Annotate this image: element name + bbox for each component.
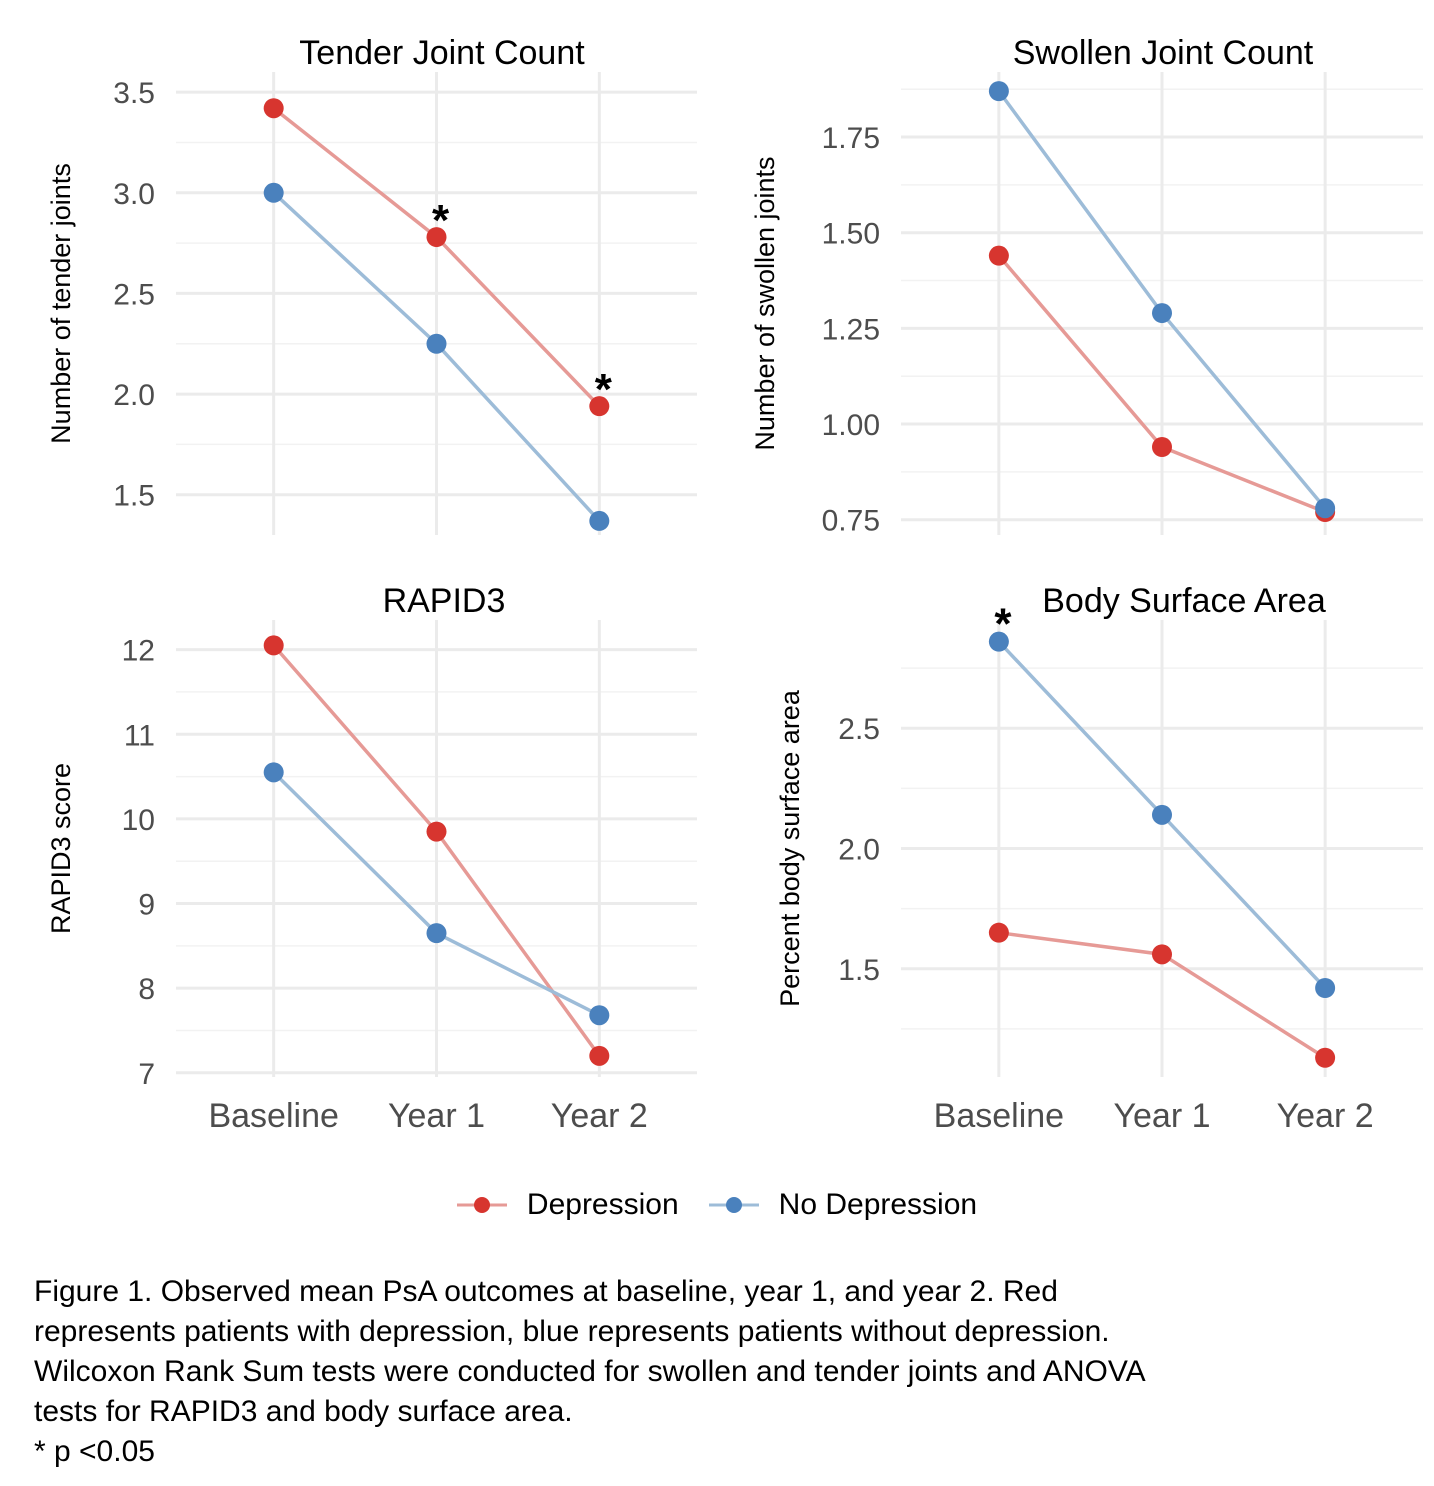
- y-tick-label: 1.00: [822, 409, 880, 442]
- y-tick-label: 1.25: [822, 313, 880, 346]
- data-point-no-depression: [589, 510, 610, 531]
- y-tick-label: 1.5: [838, 954, 880, 987]
- data-point-no-depression: [589, 1005, 610, 1026]
- caption-line: * p <0.05: [34, 1435, 155, 1468]
- data-point-no-depression: [988, 81, 1009, 102]
- data-point-no-depression: [1315, 498, 1336, 519]
- y-axis-label: Number of tender joints: [46, 163, 76, 444]
- panel-tender-joint-count: 1.5 2.0 2.5 3.0 3.5 Tender Joint Count Number …: [46, 34, 697, 535]
- x-tick-label: Baseline: [208, 1097, 338, 1135]
- legend-key-depression-icon: [456, 1197, 507, 1213]
- y-tick-label: 2.0: [838, 834, 880, 867]
- panel-rapid3: 7 8 9 10 11 12 Baseline Year 1 Year 2 RAPID3 RAPID…: [46, 582, 697, 1135]
- y-tick-label: 8: [138, 973, 155, 1006]
- significance-star: *: [432, 196, 450, 245]
- legend: Depression No Depression: [0, 1180, 1434, 1230]
- y-tick-label: 3.5: [113, 77, 155, 110]
- data-point-depression: [426, 821, 447, 842]
- y-tick-label: 0.75: [822, 505, 880, 538]
- y-tick-label: 2.0: [113, 379, 155, 412]
- y-tick-label: 9: [138, 889, 155, 922]
- data-point-no-depression: [263, 182, 284, 203]
- y-tick-label: 1.5: [113, 480, 155, 513]
- data-point-depression: [988, 922, 1009, 943]
- data-point-no-depression: [263, 762, 284, 783]
- data-point-no-depression: [426, 333, 447, 354]
- y-tick-label: 3.0: [113, 178, 155, 211]
- data-point-no-depression: [426, 923, 447, 944]
- caption-line: tests for RAPID3 and body surface area.: [34, 1395, 573, 1428]
- y-tick-label: 1.50: [822, 218, 880, 251]
- legend-key-no-depression-icon: [708, 1197, 759, 1213]
- caption-line: Wilcoxon Rank Sum tests were conducted f…: [34, 1355, 1146, 1388]
- significance-star: *: [994, 599, 1012, 648]
- data-point-depression: [1152, 944, 1172, 965]
- data-point-depression: [426, 227, 447, 248]
- data-point-no-depression: [1152, 303, 1172, 324]
- significance-star: *: [595, 365, 613, 414]
- legend-item-depression: Depression: [456, 1188, 679, 1222]
- panel-title: Swollen Joint Count: [1013, 34, 1314, 72]
- legend-item-no-depression: No Depression: [708, 1188, 978, 1222]
- data-point-depression: [263, 635, 284, 656]
- data-point-no-depression: [1152, 804, 1172, 825]
- data-point-depression: [589, 1045, 610, 1066]
- data-point-depression: [589, 396, 610, 417]
- y-tick-label: 2.5: [113, 278, 155, 311]
- data-point-no-depression: [1315, 978, 1336, 999]
- y-axis-label: Number of swollen joints: [750, 156, 780, 450]
- y-tick-label: 12: [122, 635, 155, 668]
- panel-title: Body Surface Area: [1042, 582, 1326, 620]
- figure-panels: 1.5 2.0 2.5 3.0 3.5 Tender Joint Count Number …: [46, 34, 1423, 1135]
- y-tick-label: 7: [138, 1058, 155, 1091]
- y-tick-label: 10: [122, 804, 155, 837]
- y-tick-label: 2.5: [838, 713, 880, 746]
- x-tick-label: Year 2: [551, 1097, 648, 1135]
- x-tick-label: Year 2: [1277, 1097, 1374, 1135]
- x-tick-label: Year 1: [388, 1097, 485, 1135]
- y-axis-label: Percent body surface area: [775, 689, 805, 1007]
- figure-caption: Figure 1. Observed mean PsA outcomes at …: [34, 1272, 1404, 1472]
- panel-swollen-joint-count: 0.75 1.00 1.25 1.50 1.75 Swollen Joint Count N…: [750, 34, 1423, 538]
- legend-label-no-depression: No Depression: [778, 1188, 978, 1221]
- x-tick-label: Baseline: [934, 1097, 1064, 1135]
- data-point-no-depression: [988, 631, 1009, 652]
- y-tick-label: 11: [124, 719, 155, 752]
- data-point-depression: [263, 98, 284, 119]
- panel-title: Tender Joint Count: [299, 34, 585, 72]
- data-point-depression: [1152, 436, 1172, 457]
- data-point-depression: [1315, 1047, 1336, 1068]
- panel-body-surface-area: 1.5 2.0 2.5 Baseline Year 1 Year 2 Body Surfac…: [775, 582, 1423, 1135]
- panel-title: RAPID3: [383, 582, 506, 620]
- caption-line: Figure 1. Observed mean PsA outcomes at …: [34, 1275, 1058, 1308]
- y-tick-label: 1.75: [822, 122, 880, 155]
- caption-line: represents patients with depression, blu…: [34, 1315, 1110, 1348]
- data-point-depression: [988, 245, 1009, 266]
- x-tick-label: Year 1: [1113, 1097, 1210, 1135]
- y-axis-label: RAPID3 score: [46, 763, 76, 934]
- legend-label-depression: Depression: [526, 1188, 679, 1221]
